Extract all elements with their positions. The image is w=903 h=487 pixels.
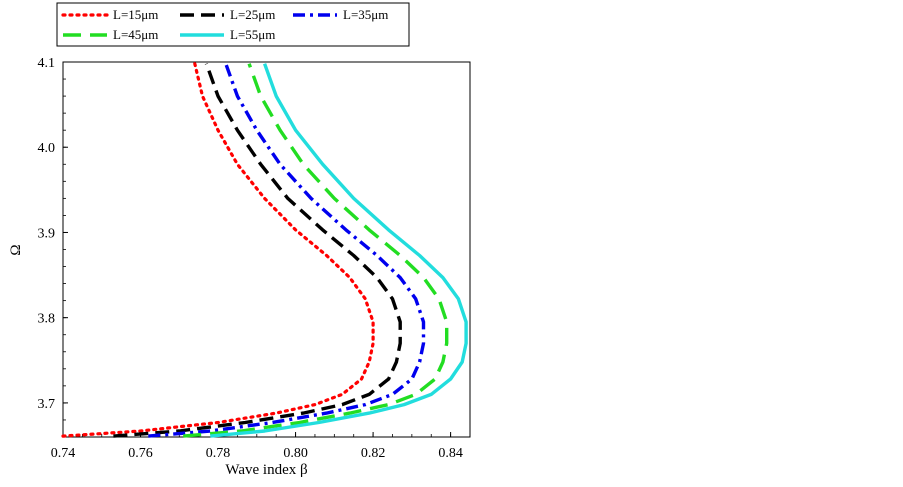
y-axis-title: Ω: [8, 244, 24, 255]
x-axis-title: Wave index β: [225, 462, 307, 478]
series-layer: [61, 62, 468, 438]
legend-label-5: L=55μm: [230, 27, 275, 42]
legend-label-4: L=45μm: [113, 27, 158, 42]
legend-label-3: L=35μm: [343, 7, 388, 22]
series-line-5: [210, 63, 468, 438]
legend-label-1: L=15μm: [113, 7, 158, 22]
x-tick-label: 0.76: [128, 446, 153, 461]
series-line-2: [113, 63, 402, 438]
y-tick-label: 4.0: [38, 141, 56, 156]
series-line-4: [183, 63, 449, 438]
series-line-3: [148, 63, 426, 438]
legend-label-2: L=25μm: [230, 7, 275, 22]
y-tick-label: 3.8: [38, 312, 56, 327]
x-tick-label: 0.84: [438, 446, 463, 461]
x-tick-label: 0.82: [361, 446, 386, 461]
x-tick-label: 0.78: [206, 446, 231, 461]
x-tick-label: 0.80: [283, 446, 308, 461]
axes: 0.74 0.76 0.78 0.80 0.82 0.84 3.7 3.8 3.9 4.0 4.1: [38, 56, 471, 461]
series-line-1: [61, 62, 375, 438]
x-tick-label: 0.74: [51, 446, 76, 461]
legend-box: [56, 2, 410, 47]
y-tick-label: 3.9: [38, 226, 56, 241]
legend: L=15μm L=25μm L=35μm L=45μm L=55μm: [56, 2, 410, 47]
y-tick-label: 3.7: [38, 397, 56, 412]
y-tick-label: 4.1: [38, 56, 56, 71]
